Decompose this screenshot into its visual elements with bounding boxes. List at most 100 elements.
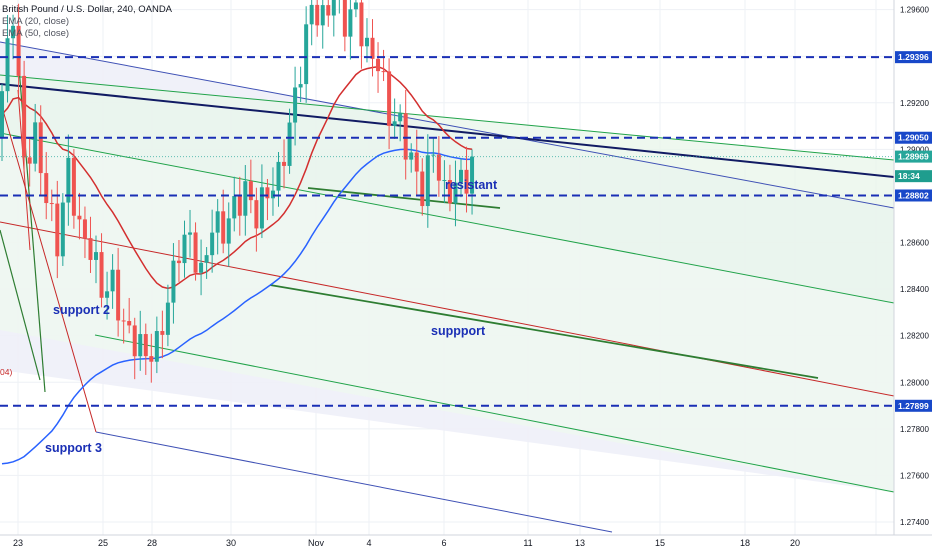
candle-body: [359, 2, 364, 47]
candle-body: [293, 87, 298, 123]
candle-body: [171, 260, 176, 303]
candle-body: [182, 234, 187, 264]
time-tick-label: 18: [740, 538, 750, 548]
candle-body: [353, 2, 358, 10]
candle-body: [392, 121, 397, 126]
candle-body: [116, 269, 121, 321]
candle-body: [326, 5, 331, 16]
candle-body: [60, 202, 65, 257]
green-channel-fill-upper: [0, 75, 894, 303]
price-tag-box: [895, 170, 932, 183]
blue-channel-upper-line: [0, 41, 895, 209]
time-tick-label: 6: [441, 538, 446, 548]
candle-body: [193, 232, 198, 273]
time-axis[interactable]: 23 25 28 30 Nov 4 6 11 13 15 18 20: [0, 534, 932, 550]
price-tag-box: [895, 131, 932, 144]
candle-body: [381, 71, 386, 73]
ema-50-line: [1, 148, 473, 465]
candle-body: [88, 238, 93, 260]
candle-body: [176, 260, 181, 264]
candle-body: [436, 154, 441, 181]
price-tick-label: 1.27800: [900, 425, 929, 434]
candle-body: [364, 37, 369, 47]
candle-body: [143, 334, 148, 357]
annotation-support-3: support 3: [45, 441, 102, 455]
candle-body: [82, 219, 87, 239]
price-tick-label: 1.27400: [900, 518, 929, 527]
spike-line-b: [0, 229, 41, 381]
time-tick-label: 4: [366, 538, 371, 548]
price-tag-label: 18:34: [898, 171, 920, 181]
red-trend-line: [0, 221, 895, 397]
candle-body: [409, 152, 414, 160]
candle-body: [94, 252, 99, 260]
candle-body: [66, 157, 71, 203]
candle-body: [160, 331, 165, 335]
candle-body: [259, 187, 264, 229]
candle-body: [49, 203, 54, 205]
candle-body: [276, 161, 281, 191]
candle-body: [204, 255, 209, 263]
candle-body: [331, 0, 336, 16]
candle-body: [27, 157, 32, 164]
time-tick-label: 30: [226, 538, 236, 548]
candle-body: [110, 269, 115, 292]
candle-body: [420, 171, 425, 207]
candle-body: [210, 232, 215, 256]
channel-lines[interactable]: [0, 41, 895, 533]
pitchfork-handle-line: [0, 99, 97, 433]
candle-body: [149, 356, 154, 362]
candle-body: [442, 180, 447, 182]
price-tick-label: 1.28400: [900, 285, 929, 294]
candle-body: [138, 334, 143, 357]
candle-body: [470, 156, 475, 194]
candle-body: [431, 154, 436, 156]
candle-body: [464, 169, 469, 194]
time-tick-label: Nov: [308, 538, 325, 548]
candle-body: [132, 325, 137, 357]
candle-body: [304, 24, 309, 85]
time-tick-label: 25: [98, 538, 108, 548]
candle-body: [270, 190, 275, 199]
candle-body: [22, 75, 27, 158]
candle-body: [370, 37, 375, 59]
chart-legend: British Pound / U.S. Dollar, 240, OANDA …: [0, 4, 172, 40]
candle-body: [44, 173, 49, 204]
channel-fills: [0, 42, 894, 493]
candle-body: [5, 38, 10, 92]
green-channel-mid-line: [0, 132, 895, 304]
candle-body: [154, 331, 159, 362]
candle-body: [458, 169, 463, 183]
candle-body: [221, 211, 226, 244]
candle-body: [265, 187, 270, 199]
ema-lines: [1, 66, 473, 465]
price-tag-label: 1.28802: [898, 190, 929, 200]
price-axis-background: [894, 0, 932, 535]
price-tag-box: [895, 399, 932, 412]
candle-body: [387, 71, 392, 126]
price-tag-box: [895, 150, 932, 163]
horizontal-levels[interactable]: [0, 0, 894, 407]
candle-body: [298, 84, 303, 88]
price-tick-label: 1.29200: [900, 99, 929, 108]
candle-body: [199, 262, 204, 273]
candle-body: [398, 113, 403, 122]
ema-side-label: 04): [0, 367, 13, 377]
candle-body: [11, 25, 16, 39]
price-tag-box: [895, 189, 932, 202]
indicator-ema-fast-label[interactable]: EMA (20, close): [2, 16, 70, 27]
candle-body: [447, 180, 452, 204]
candle-body: [348, 9, 353, 37]
candle-body: [425, 155, 430, 207]
candle-body: [16, 25, 21, 76]
annotation-resistant: resistant: [445, 178, 498, 192]
price-tick-label: 1.27600: [900, 471, 929, 480]
price-axis[interactable]: 1.27400 1.27600 1.27800 1.28000 1.28200 1.284…: [893, 0, 932, 535]
indicator-ema-slow-label[interactable]: EMA (50, close): [2, 28, 70, 39]
candle-body: [127, 321, 132, 326]
candle-body: [282, 161, 287, 166]
candle-body: [71, 157, 76, 216]
candle-body: [315, 4, 320, 26]
candle-body: [0, 91, 4, 138]
